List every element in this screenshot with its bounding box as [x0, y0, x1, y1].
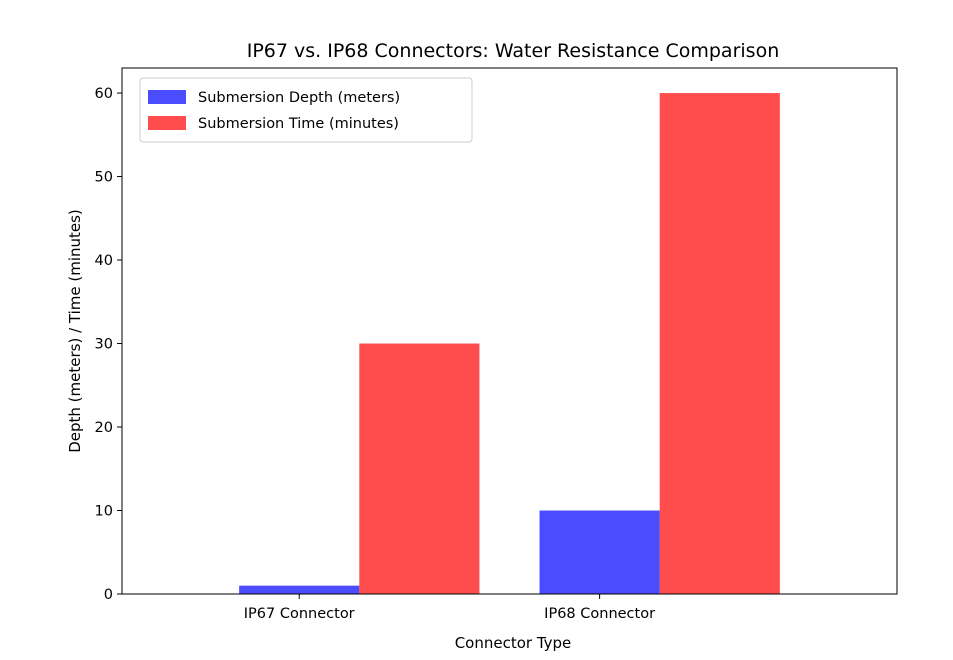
legend-label-0: Submersion Depth (meters)	[198, 90, 400, 106]
y-tick-label: 10	[95, 504, 113, 520]
chart-title: IP67 vs. IP68 Connectors: Water Resistan…	[247, 40, 780, 62]
y-tick-label: 20	[95, 420, 113, 436]
legend-swatch-0	[148, 90, 186, 104]
legend-swatch-1	[148, 116, 186, 130]
x-tick-label: IP67 Connector	[244, 606, 355, 622]
bars-layer	[239, 93, 780, 595]
y-tick-label: 60	[95, 86, 113, 102]
plot-frame	[121, 67, 898, 595]
y-tick-label: 30	[95, 337, 113, 353]
legend-label-1: Submersion Time (minutes)	[198, 116, 399, 132]
x-axis: IP67 Connector IP68 Connector	[244, 594, 655, 622]
x-tick-label: IP68 Connector	[544, 606, 655, 622]
y-tick-label: 50	[95, 170, 113, 186]
y-axis-label: Depth (meters) / Time (minutes)	[66, 209, 84, 453]
y-axis: 0 10 20 30 40 50 60	[95, 86, 122, 603]
bar-depth-0	[239, 585, 360, 594]
y-tick-label: 0	[104, 587, 113, 603]
legend-box	[139, 77, 473, 143]
bar-time-0	[359, 343, 480, 594]
x-axis-label: Connector Type	[455, 634, 572, 652]
y-tick-label: 40	[95, 253, 113, 269]
bar-time-1	[659, 93, 780, 595]
legend: Submersion Depth (meters) Submersion Time…	[139, 77, 473, 143]
bar-depth-1	[539, 510, 660, 594]
